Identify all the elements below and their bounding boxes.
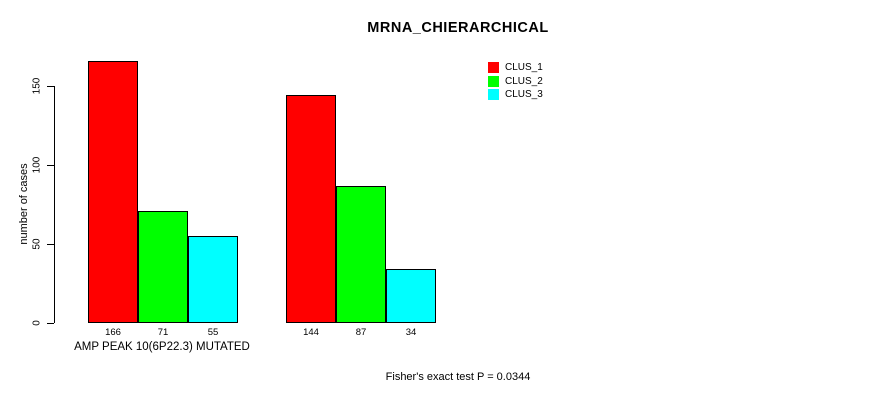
bar-value-label: 144 [303,327,319,338]
legend-swatch-icon [488,89,499,101]
x-axis-label: AMP PEAK 10(6P22.3) MUTATED [74,341,250,353]
legend-row-clus_3: CLUS_3 [488,88,543,102]
bar-value-label: 55 [207,327,219,338]
bar-value-label: 87 [355,327,367,338]
bar-clus_3-group1 [188,236,238,323]
legend-swatch-icon [488,75,499,87]
legend-label: CLUS_2 [505,75,543,87]
bar-value-label: 34 [405,327,417,338]
fisher-test-footnote: Fisher's exact test P = 0.0344 [385,371,531,383]
bar-clus_2-group2 [336,186,386,323]
legend-row-clus_2: CLUS_2 [488,75,543,89]
bar-clus_3-group2 [386,269,436,323]
y-axis-line [54,86,55,323]
legend-label: CLUS_1 [505,62,543,74]
bar-clus_1-group2 [286,95,336,323]
legend-row-clus_1: CLUS_1 [488,61,543,75]
legend-swatch-icon [488,62,499,74]
legend: CLUS_1 CLUS_2 CLUS_3 [488,61,543,102]
y-tick-label: 50 [31,238,43,250]
y-axis-label: number of cases [18,163,30,245]
bar-value-label: 166 [105,327,121,338]
y-tick-mark [47,86,54,87]
y-tick-label: 100 [31,156,43,174]
legend-label: CLUS_3 [505,89,543,101]
y-tick-label: 0 [31,320,43,326]
y-tick-mark [47,165,54,166]
y-tick-mark [47,244,54,245]
bar-clus_2-group1 [138,211,188,323]
bar-clus_1-group1 [88,61,138,323]
y-tick-label: 150 [31,77,43,95]
chart-title: MRNA_CHIERARCHICAL [367,20,549,36]
bar-value-label: 71 [157,327,169,338]
y-tick-mark [47,323,54,324]
